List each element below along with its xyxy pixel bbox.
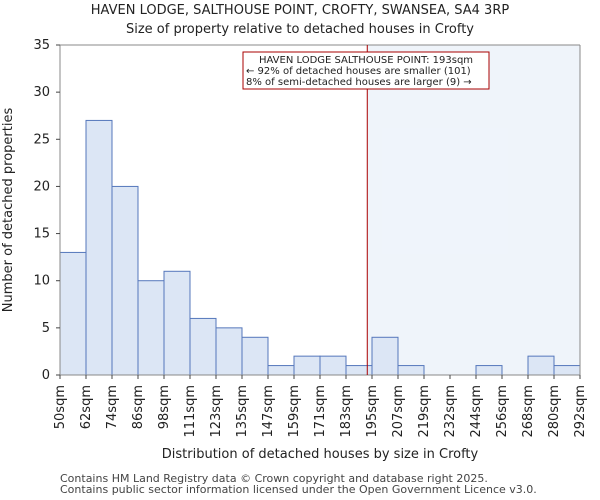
y-tick-label: 20 — [33, 179, 50, 194]
x-tick-label: 98sqm — [157, 385, 172, 429]
x-tick-label: 280sqm — [547, 385, 562, 438]
y-tick-label: 30 — [33, 85, 50, 100]
bar — [371, 336, 399, 376]
x-tick-label: 147sqm — [261, 385, 276, 438]
y-tick-label: 0 — [42, 368, 50, 383]
bar — [527, 355, 555, 376]
bar — [475, 365, 503, 376]
chart-subtitle: Size of property relative to detached ho… — [126, 22, 474, 37]
x-tick-label: 183sqm — [339, 385, 354, 438]
y-tick-label: 15 — [33, 227, 50, 242]
annotation-smaller: ← 92% of detached houses are smaller (10… — [246, 66, 471, 77]
x-tick-label: 50sqm — [53, 385, 68, 429]
x-tick-label: 195sqm — [365, 385, 380, 438]
footer-licence: Contains public sector information licen… — [60, 483, 537, 496]
footer-copyright: Contains HM Land Registry data © Crown c… — [60, 472, 488, 485]
y-tick-label: 35 — [33, 38, 50, 53]
bar — [137, 280, 165, 376]
bar — [293, 355, 321, 376]
x-tick-label: 171sqm — [313, 385, 328, 438]
annotation-larger: 8% of semi-detached houses are larger (9… — [246, 77, 472, 88]
x-tick-label: 123sqm — [209, 385, 224, 438]
x-axis-title: Distribution of detached houses by size … — [162, 447, 479, 462]
x-tick-label: 86sqm — [131, 385, 146, 429]
x-tick-label: 256sqm — [495, 385, 510, 438]
bar — [553, 365, 581, 376]
bar — [59, 251, 87, 376]
annotation-title: HAVEN LODGE SALTHOUSE POINT: 193sqm — [259, 55, 473, 66]
bar — [345, 365, 373, 376]
x-tick-label: 268sqm — [521, 385, 536, 438]
y-axis-title: Number of detached properties — [1, 108, 16, 313]
highlight-region — [367, 45, 580, 375]
bar — [319, 355, 347, 376]
x-tick-label: 232sqm — [443, 385, 458, 438]
bar — [397, 365, 425, 376]
x-tick-label: 244sqm — [469, 385, 484, 438]
bar — [111, 185, 139, 376]
y-tick-label: 25 — [33, 132, 50, 147]
bar — [189, 317, 217, 376]
x-tick-label: 62sqm — [79, 385, 94, 429]
bar — [241, 336, 269, 376]
x-tick-label: 292sqm — [573, 385, 588, 438]
bar — [267, 365, 295, 376]
annotation-box — [242, 51, 490, 90]
x-tick-label: 111sqm — [183, 385, 198, 438]
chart-title: HAVEN LODGE, SALTHOUSE POINT, CROFTY, SW… — [91, 3, 510, 18]
x-tick-label: 159sqm — [287, 385, 302, 438]
bar — [163, 270, 191, 376]
bar — [215, 327, 243, 376]
plot-area: 0 5 10 15 20 25 30 35 50sqm 62sqm 74sqm 86sqm 98sqm 1… — [33, 38, 588, 438]
x-tick-label: 207sqm — [391, 385, 406, 438]
bar — [85, 119, 113, 376]
y-tick-label: 5 — [42, 321, 50, 336]
y-tick-label: 10 — [33, 274, 50, 289]
x-tick-label: 74sqm — [105, 385, 120, 429]
x-tick-label: 135sqm — [235, 385, 250, 438]
x-tick-label: 219sqm — [417, 385, 432, 438]
